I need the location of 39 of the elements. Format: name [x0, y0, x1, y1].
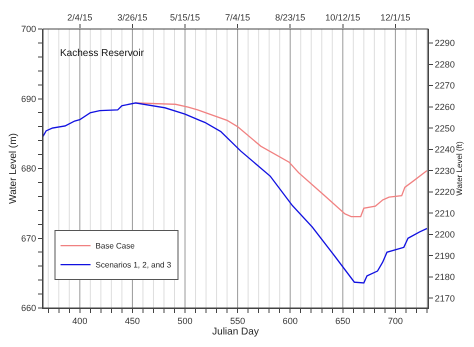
legend-label: Base Case	[96, 242, 136, 251]
x-tick-label: 600	[282, 316, 298, 326]
x-axis-title: Julian Day	[212, 326, 259, 338]
y2-tick-label: 2290	[434, 38, 455, 48]
x2-tick-label: 2/4/15	[67, 12, 92, 22]
y2-tick-label: 2180	[434, 272, 455, 282]
y-tick-label: 660	[21, 303, 36, 314]
y-tick-label: 680	[21, 164, 36, 174]
y2-tick-label: 2220	[434, 187, 455, 198]
y-tick-label: 690	[21, 94, 36, 104]
y2-tick-label: 2270	[434, 80, 455, 91]
text: Kachess Reservoir	[60, 48, 145, 59]
y2-tick-label: 2190	[434, 250, 455, 261]
x-tick-label: 450	[124, 316, 140, 326]
x-tick-label: 550	[230, 316, 246, 326]
y-axis-title: Water Level (m)	[8, 133, 20, 204]
y2-tick-label: 2260	[434, 102, 455, 112]
legend-label: Scenarios 1, 2, and 3	[96, 260, 172, 270]
x-tick-label: 650	[335, 316, 350, 326]
y2-tick-label: 2250	[434, 123, 455, 134]
x2-tick-label: 7/4/15	[225, 12, 250, 22]
y2-tick-label: 2280	[434, 59, 455, 70]
y2-axis-title: Water Level (ft)	[454, 140, 464, 196]
x-tick-label: 500	[177, 316, 193, 326]
x-tick-label: 400	[72, 316, 88, 326]
x2-tick-label: 8/23/15	[275, 12, 306, 22]
x2-tick-label: 3/26/15	[117, 12, 148, 22]
y2-tick-label: 2210	[434, 208, 455, 218]
y-tick-label: 670	[21, 233, 36, 244]
line-series	[43, 102, 428, 284]
y2-tick-label: 2240	[434, 144, 455, 155]
y-tick-label: 700	[21, 24, 36, 34]
y2-tick-label: 2170	[434, 293, 455, 304]
y2-tick-label: 2200	[434, 230, 455, 240]
x2-tick-label: 5/15/15	[170, 12, 200, 22]
x2-tick-label: 10/12/15	[325, 12, 360, 22]
x2-tick-label: 12/1/15	[380, 12, 410, 22]
y2-tick-label: 2230	[434, 166, 455, 176]
x-tick-label: 700	[388, 316, 403, 326]
